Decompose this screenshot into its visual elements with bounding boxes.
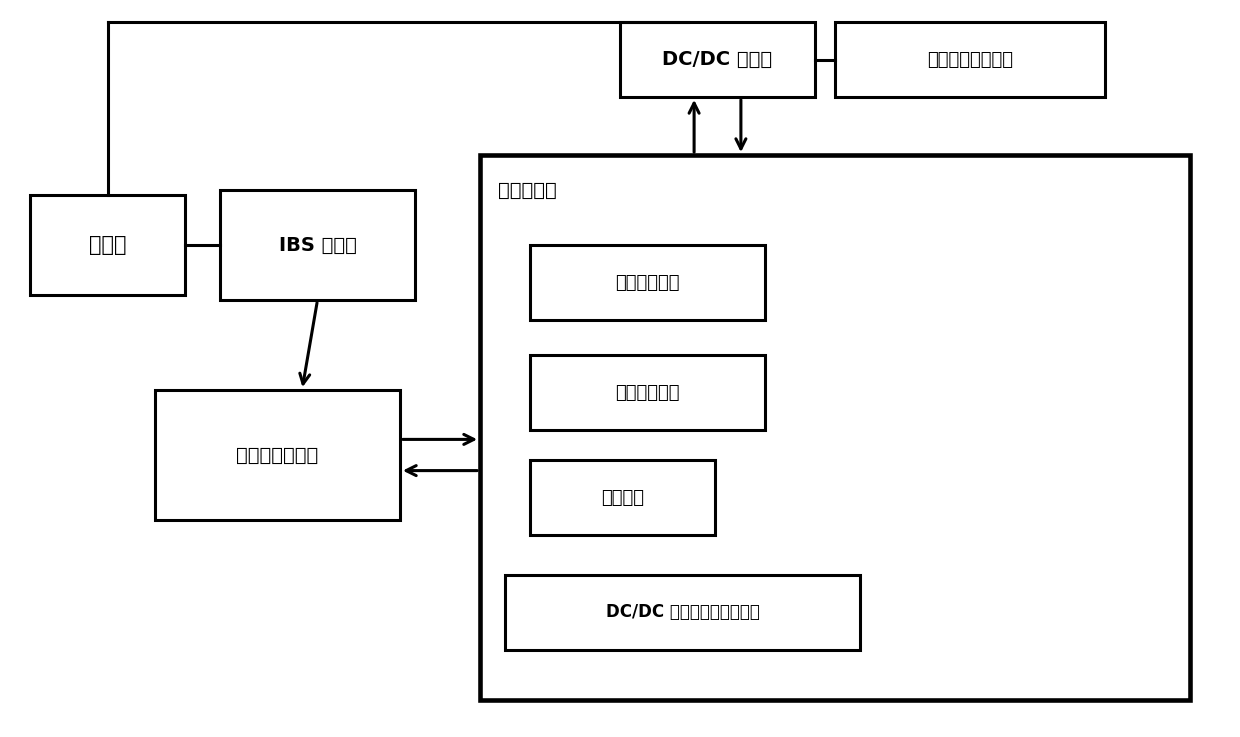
Text: 预警模块: 预警模块 [601,489,644,506]
Text: 电压修正模块: 电压修正模块 [615,273,680,292]
Bar [620,22,815,97]
Bar [835,22,1105,97]
Text: 发动机控制系统: 发动机控制系统 [237,445,319,464]
Text: 整车控制器: 整车控制器 [498,181,557,200]
Bar [219,190,415,300]
Text: 蓄电池: 蓄电池 [89,235,126,255]
Text: DC/DC 转换器故障处理模块: DC/DC 转换器故障处理模块 [605,604,759,621]
Text: 启动判断模块: 启动判断模块 [615,383,680,402]
Bar [529,460,715,535]
Bar [155,390,401,520]
Bar [529,355,765,430]
Text: 紧急制动指示模块: 紧急制动指示模块 [928,51,1013,69]
Bar [529,245,765,320]
Bar [30,195,185,295]
Text: DC/DC 转换器: DC/DC 转换器 [662,50,773,69]
Bar [480,155,1190,700]
Bar [505,575,861,650]
Text: IBS 传感器: IBS 传感器 [279,236,356,254]
